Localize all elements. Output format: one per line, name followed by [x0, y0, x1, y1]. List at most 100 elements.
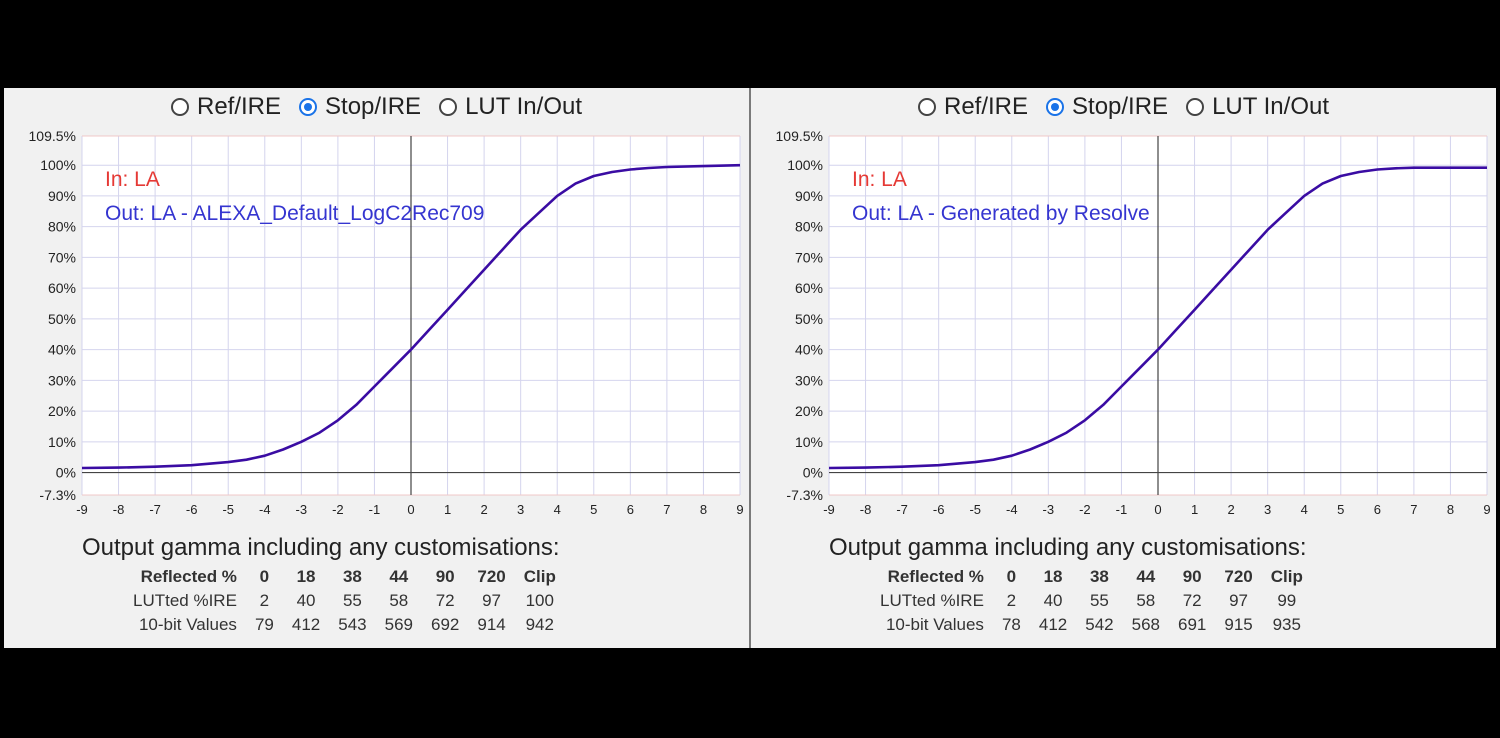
y-tick-label: 20%	[48, 403, 76, 419]
gamma-title: Output gamma including any customisation…	[82, 534, 560, 561]
table-cell: 914	[477, 615, 506, 634]
table-cell: 10-bit Values	[885, 615, 984, 634]
x-tick-label: 2	[1227, 502, 1234, 517]
x-tick-label: -4	[1006, 502, 1018, 517]
in-label: In: LA	[105, 168, 160, 191]
table-cell: 99	[1277, 591, 1297, 610]
table-cell: 10-bit Values	[138, 615, 237, 634]
y-tick-label: 0%	[803, 465, 823, 481]
radio-label: Stop/IRE	[1072, 93, 1169, 120]
mode-radio-group: Ref/IRE Stop/IRE LUT In/Out	[751, 90, 1496, 124]
x-tick-label: 1	[1191, 502, 1198, 517]
panel-divider	[749, 88, 751, 648]
x-tick-label: 3	[517, 502, 524, 517]
table-cell: 44	[1136, 567, 1156, 586]
radio-label: LUT In/Out	[1212, 93, 1330, 120]
radio-stop-ire[interactable]: Stop/IRE	[1046, 93, 1168, 121]
output-table: Reflected % 0 18 38 44 90 720 Clip LUTte…	[871, 565, 1312, 637]
x-tick-label: -2	[1079, 502, 1091, 517]
y-tick-label: 30%	[48, 372, 76, 388]
radio-circle-checked-icon	[1046, 98, 1065, 116]
table-cell: 2	[259, 591, 270, 610]
table-row: 10-bit Values 78 412 542 568 691 915 935	[871, 613, 1312, 637]
table-cell: 18	[296, 567, 316, 586]
gamma-chart: -9 -8 -7 -6 -5 -4 -3 -2 -1 0 1 2 3 4 5 6 7 8 9 -7.3% 0% 10% 20…	[29, 128, 744, 517]
y-tick-label: 70%	[795, 249, 823, 265]
table-cell: 720	[1224, 567, 1253, 586]
x-tick-label: 2	[480, 502, 487, 517]
x-tick-label: -5	[969, 502, 981, 517]
table-cell: 569	[384, 615, 413, 634]
panel-left: Ref/IRE Stop/IRE LUT In/Out -9 -8 -7 -6 -5 -4…	[4, 88, 749, 648]
panel-right: Ref/IRE Stop/IRE LUT In/Out -9 -8 -7 -6 -5 -4…	[751, 88, 1496, 648]
table-cell: 100	[525, 591, 554, 610]
table-cell: 72	[435, 591, 455, 610]
table-row: LUTted %IRE 2 40 55 58 72 97 100	[124, 589, 565, 613]
radio-ref-ire[interactable]: Ref/IRE	[170, 93, 281, 121]
gamma-title: Output gamma including any customisation…	[829, 534, 1307, 561]
table-cell: 0	[1006, 567, 1017, 586]
out-label: Out: LA - ALEXA_Default_LogC2Rec709	[105, 202, 484, 225]
y-tick-label: 20%	[795, 403, 823, 419]
y-tick-label: 100%	[787, 157, 823, 173]
y-tick-label: 90%	[48, 188, 76, 204]
table-cell: 568	[1131, 615, 1160, 634]
radio-stop-ire[interactable]: Stop/IRE	[299, 93, 421, 121]
x-tick-label: -3	[1043, 502, 1055, 517]
x-tick-label: 5	[1337, 502, 1344, 517]
table-cell: 935	[1272, 615, 1301, 634]
y-tick-label: 60%	[48, 280, 76, 296]
radio-label: Ref/IRE	[943, 93, 1029, 120]
x-tick-label: 8	[1447, 502, 1454, 517]
table-cell: 2	[1006, 591, 1017, 610]
table-cell: 90	[1182, 567, 1202, 586]
y-tick-label: -7.3%	[786, 487, 823, 503]
x-tick-label: -3	[296, 502, 308, 517]
table-cell: 90	[435, 567, 455, 586]
radio-lut-in-out[interactable]: LUT In/Out	[439, 93, 582, 121]
table-cell: 942	[525, 615, 554, 634]
x-tick-label: 7	[1410, 502, 1417, 517]
gamma-curve-line	[81, 163, 741, 470]
y-tick-label: 30%	[795, 372, 823, 388]
x-tick-label: 9	[736, 502, 743, 517]
x-tick-label: -7	[149, 502, 161, 517]
y-tick-label: -7.3%	[39, 487, 76, 503]
table-cell: 58	[389, 591, 409, 610]
x-tick-label: 6	[1374, 502, 1381, 517]
table-cell: LUTted %IRE	[133, 591, 237, 610]
radio-circle-icon	[917, 98, 936, 116]
gamma-chart: -9 -8 -7 -6 -5 -4 -3 -2 -1 0 1 2 3 4 5 6 7 8 9 -7.3% 0% 10% 20…	[776, 128, 1491, 517]
mode-radio-group: Ref/IRE Stop/IRE LUT In/Out	[4, 90, 749, 124]
x-tick-label: -6	[933, 502, 945, 517]
table-cell: 38	[1089, 567, 1109, 586]
x-tick-label: -9	[823, 502, 835, 517]
y-tick-label: 10%	[795, 434, 823, 450]
table-cell: 412	[291, 615, 321, 634]
y-tick-label: 50%	[795, 311, 823, 327]
table-cell: Reflected %	[140, 567, 237, 586]
radio-ref-ire[interactable]: Ref/IRE	[917, 93, 1029, 121]
out-label: Out: LA - Generated by Resolve	[852, 202, 1150, 225]
x-tick-label: -7	[896, 502, 908, 517]
table-cell: 18	[1043, 567, 1063, 586]
radio-circle-icon	[1186, 98, 1205, 116]
table-cell: 542	[1085, 615, 1114, 634]
x-tick-label: -1	[1116, 502, 1128, 517]
y-tick-label: 70%	[48, 249, 76, 265]
x-tick-label: -4	[259, 502, 271, 517]
table-row: 10-bit Values 79 412 543 569 692 914 942	[124, 613, 565, 637]
table-cell: 44	[389, 567, 409, 586]
y-tick-label: 109.5%	[776, 128, 823, 144]
radio-lut-in-out[interactable]: LUT In/Out	[1186, 93, 1329, 121]
table-cell: 915	[1224, 615, 1253, 634]
table-cell: 97	[1229, 591, 1248, 610]
radio-circle-checked-icon	[299, 98, 318, 116]
table-cell: 55	[342, 591, 362, 610]
x-tick-label: -8	[113, 502, 125, 517]
table-row: LUTted %IRE 2 40 55 58 72 97 99	[871, 589, 1312, 613]
x-tick-label: -1	[369, 502, 381, 517]
table-cell: Clip	[523, 567, 556, 586]
y-tick-label: 50%	[48, 311, 76, 327]
table-cell: 79	[254, 615, 274, 634]
